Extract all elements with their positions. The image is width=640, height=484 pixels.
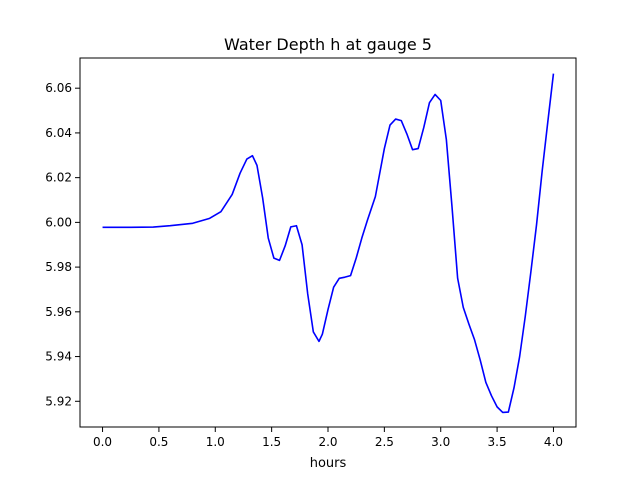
series-line-1 (102, 73, 555, 414)
x-tick-label: 3.0 (431, 435, 450, 449)
y-tick-label: 6.06 (45, 81, 72, 95)
y-tick-label: 6.00 (45, 215, 72, 229)
axes-frame (79, 57, 577, 428)
x-tick-label: 4.0 (544, 435, 563, 449)
y-axis: 5.92 5.94 5.96 5.98 6.00 6.02 6.04 6.06 (45, 81, 80, 408)
y-tick-label: 6.02 (45, 171, 72, 185)
x-axis: 0.0 0.5 1.0 1.5 2.0 2.5 3.0 3.5 4.0 (93, 427, 563, 449)
x-tick-label: 2.5 (375, 435, 394, 449)
y-tick-label: 5.96 (45, 305, 72, 319)
y-tick-label: 5.92 (45, 394, 72, 408)
chart-title: Water Depth h at gauge 5 (224, 35, 432, 54)
x-axis-label: hours (310, 456, 347, 471)
x-tick-label: 2.0 (318, 435, 337, 449)
x-tick-label: 3.5 (488, 435, 507, 449)
plot-area (102, 73, 555, 414)
y-tick-label: 6.04 (45, 126, 72, 140)
y-tick-label: 5.98 (45, 260, 72, 274)
x-tick-label: 1.5 (262, 435, 281, 449)
y-tick-label: 5.94 (45, 350, 72, 364)
x-tick-label: 1.0 (206, 435, 225, 449)
x-tick-label: 0.5 (149, 435, 168, 449)
x-tick-label: 0.0 (93, 435, 112, 449)
